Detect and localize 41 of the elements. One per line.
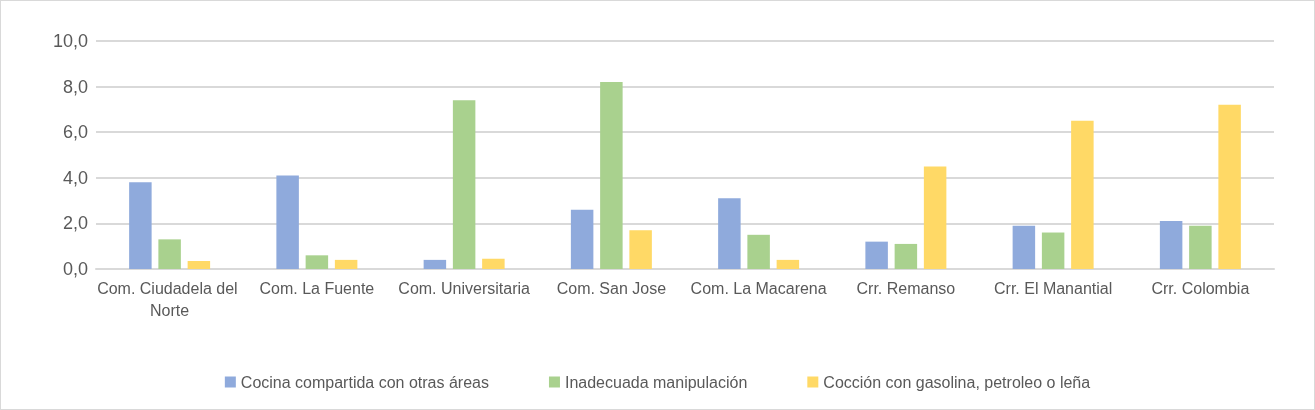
bar — [865, 241, 888, 269]
x-tick-label: Com. Ciudadela del Norte — [97, 279, 243, 319]
legend-label: Inadecuada manipulación — [564, 373, 748, 391]
y-tick-label: 6,0 — [62, 122, 88, 143]
bar — [1012, 225, 1036, 269]
bar — [923, 166, 947, 269]
bar — [1041, 232, 1065, 269]
y-tick-label: 4,0 — [62, 167, 88, 188]
bar — [129, 182, 152, 269]
bar — [452, 100, 476, 269]
bar — [187, 261, 211, 269]
y-tick-label: 2,0 — [62, 213, 88, 234]
legend-label: Cocina compartida con otras áreas — [240, 373, 489, 391]
bar — [482, 258, 505, 269]
y-tick-label: 0,0 — [62, 259, 88, 279]
x-tick-label: Com. San Jose — [556, 279, 667, 297]
bar — [158, 239, 181, 269]
x-tick-label: Com. La Macarena — [690, 279, 827, 297]
x-tick-label: Com. La Fuente — [259, 279, 375, 297]
bar — [894, 243, 918, 269]
bar — [600, 82, 623, 269]
bar — [1189, 225, 1212, 269]
bar — [276, 175, 299, 269]
bar — [776, 259, 800, 269]
x-tick-label: Com. Universitaria — [398, 279, 531, 297]
bar — [334, 259, 358, 269]
x-tick-label: Crr. El Manantial — [993, 279, 1113, 297]
bar — [305, 255, 329, 269]
y-tick-label: 8,0 — [62, 76, 88, 97]
bar — [1071, 120, 1094, 269]
bar — [570, 209, 594, 269]
y-tick-label: 10,0 — [52, 31, 88, 51]
x-tick-label: Crr. Colombia — [1151, 279, 1250, 297]
bar — [1159, 221, 1183, 269]
bar — [423, 259, 447, 269]
bar — [629, 230, 652, 269]
bar — [718, 198, 741, 269]
bar — [1218, 104, 1241, 269]
bar — [747, 234, 770, 269]
legend-label: Cocción con gasolina, petroleo o leña — [823, 373, 1091, 391]
x-tick-label: Crr. Remanso — [856, 279, 956, 297]
